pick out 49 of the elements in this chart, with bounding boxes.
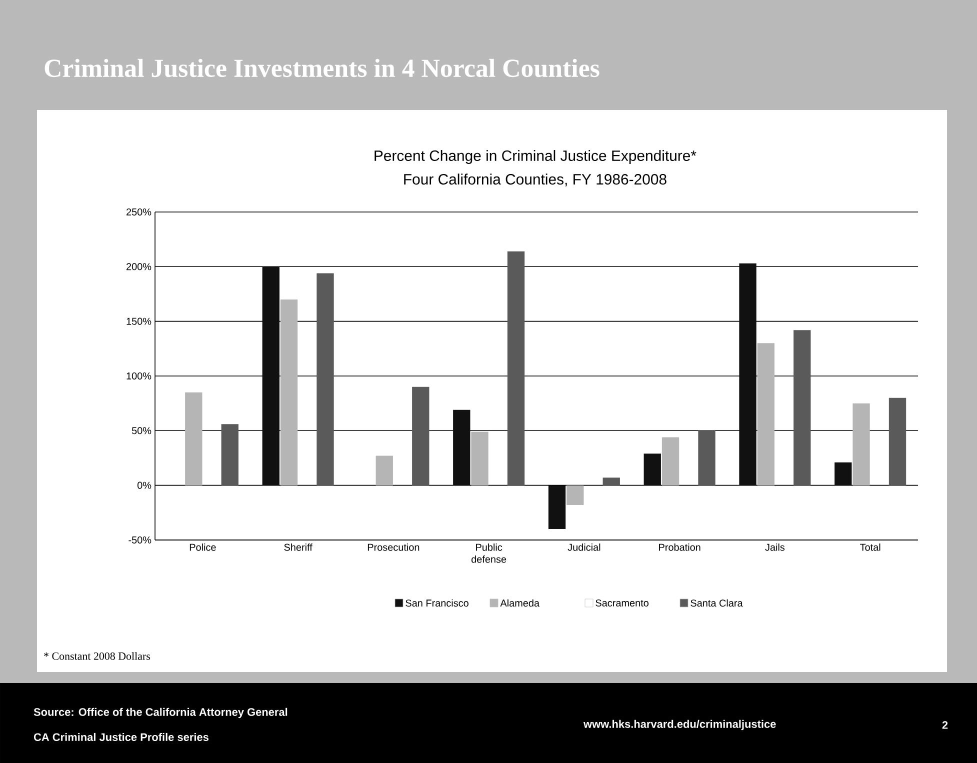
bar: [262, 266, 280, 486]
y-tick-label: 250%: [126, 208, 152, 216]
bar: [453, 410, 470, 486]
x-tick-label: Total: [860, 544, 880, 551]
legend-label: San Francisco: [406, 599, 468, 607]
bar: [602, 478, 620, 486]
x-tick-label: Prosecution: [368, 544, 420, 551]
bar: [852, 403, 870, 486]
bar: [566, 485, 584, 505]
bar: [280, 299, 298, 486]
text: CA Criminal Justice Profile series: [34, 732, 208, 742]
x-tick-label: Jails: [765, 544, 785, 551]
text: Four California Counties, FY 1986-2008: [404, 174, 666, 186]
bar: [834, 462, 852, 486]
bar: [412, 386, 430, 486]
bar: [757, 343, 774, 486]
text: www.hks.harvard.edu/criminaljustice: [583, 720, 776, 730]
x-tick-label: Judicial: [568, 544, 600, 551]
chart-subtitle: Percent Change in Criminal Justice Expenditure*: [374, 150, 696, 164]
legend-label: Alameda: [500, 599, 540, 607]
source-note: Source: Office of the California Attorney General: [34, 708, 288, 718]
bar: [698, 430, 716, 486]
bar: [221, 424, 238, 486]
legend-label: Santa Clara: [690, 599, 743, 607]
bar: [185, 392, 202, 486]
bar: [888, 398, 906, 486]
bar: [471, 432, 488, 486]
text: * Constant 2008 Dollars: [44, 652, 150, 660]
y-tick-label: 150%: [126, 318, 152, 325]
chart-title: Criminal Justice Investments in 4 Norcal Counties: [44, 58, 600, 78]
y-tick-label: 200%: [126, 263, 152, 270]
y-tick-label: -50%: [128, 536, 152, 544]
bar: [316, 273, 334, 486]
bar: [644, 454, 661, 486]
x-tick-label: Sheriff: [284, 544, 312, 551]
y-tick-label: 0%: [137, 482, 152, 489]
bar: [739, 263, 756, 486]
bar: [548, 485, 566, 530]
text: 2: [942, 721, 948, 729]
y-tick-label: 50%: [132, 427, 152, 434]
bar: [662, 437, 680, 486]
bar: [376, 456, 393, 486]
y-tick-label: 100%: [126, 372, 152, 380]
bar: [794, 330, 811, 486]
x-tick-label: Probation: [659, 544, 700, 551]
bar: [507, 251, 525, 486]
legend-label: Sacramento: [596, 599, 648, 607]
x-tick-label: Police: [190, 544, 216, 551]
x-tick-label: Public defense: [472, 544, 506, 563]
